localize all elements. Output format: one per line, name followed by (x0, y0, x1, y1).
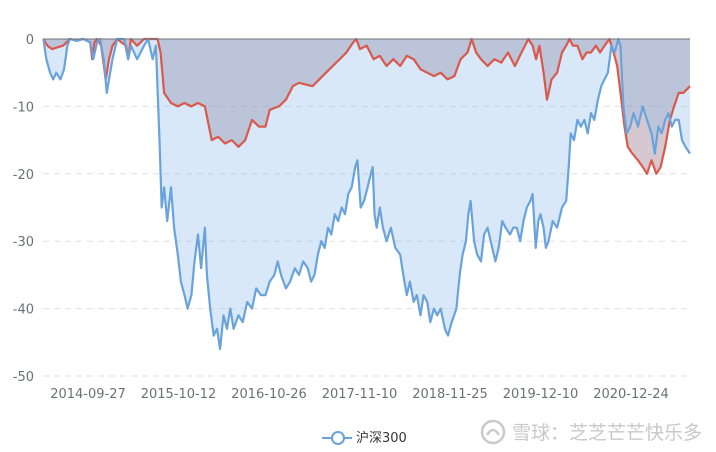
series-line-1 (42, 37, 691, 351)
grid-lines (43, 105, 690, 377)
y-tick-label: -40 (13, 303, 34, 318)
x-tick-label: 2015-10-12 (141, 387, 217, 402)
y-tick-label: -30 (13, 235, 34, 250)
snowball-logo-icon (480, 419, 506, 444)
x-tick-label: 2016-10-26 (231, 387, 307, 402)
x-tick-label: 2020-12-24 (593, 387, 669, 402)
series-area-0 (43, 39, 690, 174)
legend-label: 沪深300 (356, 431, 407, 446)
y-tick-label: 0 (26, 33, 34, 48)
legend-line-icon (322, 430, 352, 445)
x-tick-label: 2018-11-25 (412, 387, 488, 402)
x-tick-label: 2019-12-10 (503, 387, 579, 402)
y-tick-label: -20 (13, 168, 34, 183)
legend[interactable]: 沪深300 (322, 427, 407, 446)
series-area-1 (43, 39, 690, 349)
x-tick-label: 2017-11-10 (322, 387, 398, 402)
watermark: 雪球：芝芝芒芒快乐多 (480, 418, 702, 445)
series-lines (42, 37, 691, 351)
watermark-text: 雪球：芝芝芒芒快乐多 (511, 422, 702, 444)
x-tick-label: 2014-09-27 (50, 387, 126, 402)
y-tick-label: -50 (13, 370, 34, 385)
series-areas (43, 39, 690, 349)
y-tick-label: -10 (13, 100, 34, 115)
axes: 0 -10 -20 -30 -40 -50 2014-09-27 2015-10-12 2016… (13, 33, 690, 402)
